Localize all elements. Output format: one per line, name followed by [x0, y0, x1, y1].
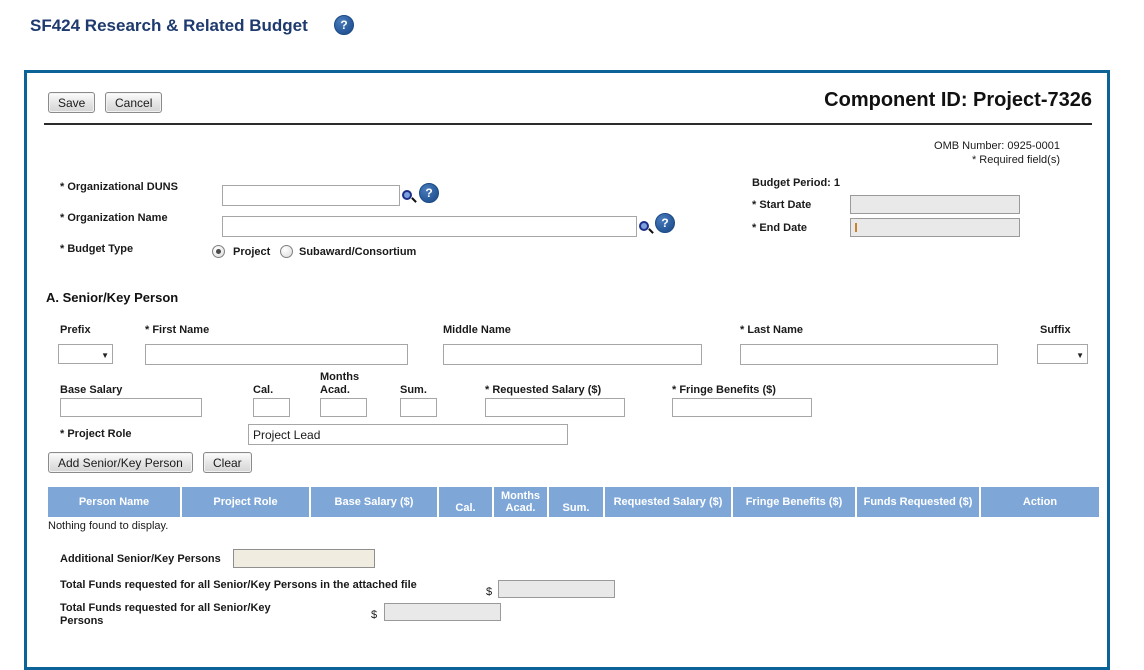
column-header-months-acad[interactable]: Months Acad. — [494, 487, 547, 517]
additional-senior-key-persons-input[interactable] — [233, 549, 375, 568]
column-header-action[interactable]: Action — [981, 487, 1099, 517]
acad-label: Acad. — [320, 384, 350, 396]
text-cursor — [855, 223, 857, 232]
prefix-label: Prefix — [60, 324, 91, 336]
column-header-base-salary[interactable]: Base Salary ($) — [311, 487, 437, 517]
chevron-down-icon: ▼ — [1076, 351, 1084, 360]
last-name-label: * Last Name — [740, 324, 803, 336]
help-icon[interactable]: ? — [334, 15, 354, 35]
section-a-heading: A. Senior/Key Person — [46, 290, 179, 305]
org-name-help-icon[interactable]: ? — [655, 213, 675, 233]
senior-key-person-table-header: Person Name Project Role Base Salary ($)… — [48, 487, 1099, 517]
column-header-cal[interactable]: Cal. — [439, 487, 492, 517]
org-name-search-icon[interactable] — [639, 221, 654, 235]
currency-symbol: $ — [486, 586, 493, 598]
total-funds-overall-label: Total Funds requested for all Senior/Key… — [60, 602, 271, 627]
required-fields-note: * Required field(s) — [971, 154, 1060, 166]
budget-type-radio-subaward[interactable] — [280, 245, 293, 258]
column-header-person-name[interactable]: Person Name — [48, 487, 180, 517]
omb-number: OMB Number: 0925-0001 — [934, 140, 1060, 152]
organizational-duns-label: * Organizational DUNS — [60, 181, 178, 193]
requested-salary-input[interactable] — [485, 398, 625, 417]
component-id: Component ID: Project-7326 — [824, 89, 1092, 111]
column-header-funds-requested[interactable]: Funds Requested ($) — [857, 487, 979, 517]
column-header-fringe-benefits[interactable]: Fringe Benefits ($) — [733, 487, 855, 517]
cancel-button[interactable]: Cancel — [105, 92, 163, 113]
months-label: Months — [320, 371, 360, 383]
additional-senior-key-persons-label: Additional Senior/Key Persons — [60, 553, 221, 565]
organization-name-input[interactable] — [222, 216, 637, 237]
budget-type-option-project-label[interactable]: Project — [233, 246, 271, 258]
budget-type-option-subaward-label[interactable]: Subaward/Consortium — [299, 246, 417, 258]
cal-months-input[interactable] — [253, 398, 290, 417]
start-date-input — [850, 195, 1020, 214]
column-header-requested-salary[interactable]: Requested Salary ($) — [605, 487, 731, 517]
total-funds-overall-input — [384, 603, 501, 621]
end-date-label: * End Date — [752, 222, 808, 234]
page-title: SF424 Research & Related Budget — [30, 16, 308, 35]
budget-period-label: Budget Period: 1 — [752, 177, 841, 189]
total-funds-attached-file-input — [498, 580, 615, 598]
sum-label: Sum. — [400, 384, 427, 396]
chevron-down-icon: ▼ — [101, 351, 109, 360]
middle-name-label: Middle Name — [443, 324, 511, 336]
add-senior-key-person-button[interactable]: Add Senior/Key Person — [48, 452, 193, 473]
fringe-benefits-label: * Fringe Benefits ($) — [672, 384, 776, 396]
duns-help-icon[interactable]: ? — [419, 183, 439, 203]
budget-type-radio-project[interactable] — [212, 245, 225, 258]
project-role-input[interactable] — [248, 424, 568, 445]
suffix-label: Suffix — [1040, 324, 1071, 336]
duns-search-icon[interactable] — [402, 190, 417, 204]
base-salary-input[interactable] — [60, 398, 202, 417]
base-salary-label: Base Salary — [60, 384, 123, 396]
requested-salary-label: * Requested Salary ($) — [485, 384, 602, 396]
budget-type-label: * Budget Type — [60, 243, 134, 255]
middle-name-input[interactable] — [443, 344, 702, 365]
first-name-label: * First Name — [145, 324, 210, 336]
form-panel: Save Cancel Component ID: Project-7326 O… — [24, 70, 1110, 670]
sum-months-input[interactable] — [400, 398, 437, 417]
suffix-select[interactable]: ▼ — [1037, 344, 1088, 364]
prefix-select[interactable]: ▼ — [58, 344, 113, 364]
save-button[interactable]: Save — [48, 92, 96, 113]
clear-button[interactable]: Clear — [203, 452, 252, 473]
start-date-label: * Start Date — [752, 199, 812, 211]
project-role-label: * Project Role — [60, 428, 132, 440]
table-empty-message: Nothing found to display. — [48, 520, 169, 532]
organization-name-label: * Organization Name — [60, 212, 168, 224]
last-name-input[interactable] — [740, 344, 998, 365]
end-date-input — [850, 218, 1020, 237]
first-name-input[interactable] — [145, 344, 408, 365]
organizational-duns-input[interactable] — [222, 185, 400, 206]
cal-label: Cal. — [253, 384, 274, 396]
currency-symbol: $ — [371, 609, 378, 621]
acad-months-input[interactable] — [320, 398, 367, 417]
column-header-project-role[interactable]: Project Role — [182, 487, 309, 517]
fringe-benefits-input[interactable] — [672, 398, 812, 417]
column-header-sum[interactable]: Sum. — [549, 487, 603, 517]
header-divider — [44, 123, 1092, 125]
total-funds-attached-file-label: Total Funds requested for all Senior/Key… — [60, 579, 417, 591]
